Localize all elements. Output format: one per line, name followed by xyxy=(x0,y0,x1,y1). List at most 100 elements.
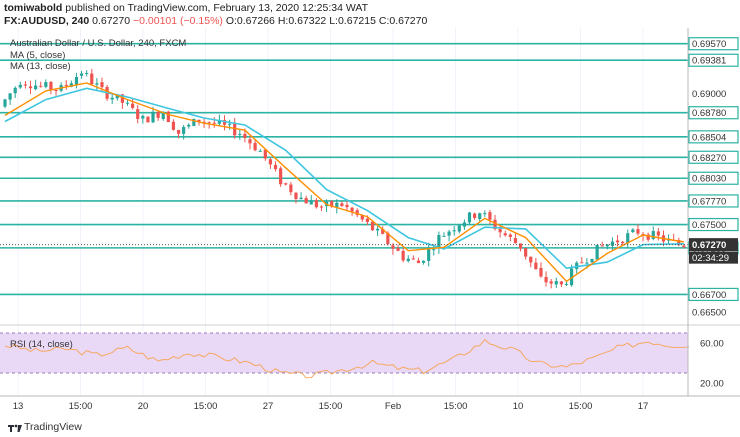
candle-body xyxy=(406,258,410,262)
last-price-tag xyxy=(689,238,738,252)
price-tick-label: 0.67770 xyxy=(692,196,726,207)
candle-body xyxy=(64,84,68,86)
open-value: 0.67266 xyxy=(236,15,275,27)
candle-body xyxy=(386,232,390,245)
candle-body xyxy=(564,283,569,285)
candle-body xyxy=(156,111,160,118)
candle-body xyxy=(243,133,247,138)
candle-body xyxy=(360,214,364,220)
candle-body xyxy=(289,184,293,193)
candle-body xyxy=(28,86,33,89)
time-tick-label: 27 xyxy=(263,401,274,412)
price-tag-box xyxy=(688,171,739,185)
price-tag-box xyxy=(688,194,739,208)
time-tick-label: 15:00 xyxy=(69,401,93,412)
chart-header: tomiwabold published on TradingView.com,… xyxy=(0,0,740,28)
time-axis[interactable]: 13 15:00 20 15:00 27 15:00 Feb 15:00 10 15:00 17 xyxy=(13,401,649,412)
author-name[interactable]: tomiwabold xyxy=(4,2,63,14)
candle-body xyxy=(447,231,451,236)
candle-body xyxy=(370,221,375,231)
horizontal-levels xyxy=(0,42,688,296)
candle-body xyxy=(304,198,308,204)
candle-body xyxy=(580,262,584,264)
candle-body xyxy=(350,207,354,212)
candle-body xyxy=(396,247,400,251)
candle-body xyxy=(90,73,94,85)
price-tag-box xyxy=(688,150,739,164)
time-tick-label: 15:00 xyxy=(319,401,343,412)
ma13-line xyxy=(4,87,684,270)
candle-body xyxy=(554,281,558,285)
candle-body xyxy=(279,168,283,185)
candle-body xyxy=(585,262,589,264)
legend-title: Australian Dollar / U.S. Dollar, 240, FX… xyxy=(10,38,187,49)
rsi-band xyxy=(0,333,688,373)
candle-body xyxy=(610,241,615,246)
candle-body xyxy=(263,149,267,159)
candle-body xyxy=(39,85,43,87)
publish-text: published on TradingView.com, February 1… xyxy=(62,2,368,14)
candle-body xyxy=(421,260,426,263)
candle-body xyxy=(355,210,359,216)
countdown-value: 02:34:29 xyxy=(692,253,729,264)
candle-body xyxy=(192,119,196,126)
candle-body xyxy=(539,267,543,277)
candle-body xyxy=(473,213,477,219)
price-tag-box xyxy=(688,106,739,120)
tradingview-logo-text[interactable]: TradingView xyxy=(24,421,82,433)
candle-body xyxy=(615,240,620,243)
candle-body xyxy=(227,123,232,125)
time-tick-label: 17 xyxy=(638,401,649,412)
candle-body xyxy=(258,150,262,152)
time-tick-label: 15:00 xyxy=(444,401,468,412)
candle-body xyxy=(416,260,421,264)
price-axis[interactable]: 0.69570 0.69381 0.69000 0.68780 0.68504 0.682… xyxy=(688,37,739,319)
chart-canvas[interactable]: 0.69570 0.69381 0.69000 0.68780 0.68504 0.682… xyxy=(0,28,740,418)
rsi-line xyxy=(4,338,690,379)
price-tick-label: 0.69570 xyxy=(692,39,726,50)
rsi-tick-label: 20.00 xyxy=(700,379,724,390)
candle-body xyxy=(437,235,441,249)
legend-ma5: MA (5, close) xyxy=(10,50,66,61)
candle-body xyxy=(493,219,497,230)
rsi-axis[interactable]: 60.00 20.00 xyxy=(700,339,724,390)
change-label: −0.00101 (−0.15%) xyxy=(133,15,223,27)
candle-body xyxy=(656,231,660,236)
symbol-label: FX:AUDUSD, 240 xyxy=(4,15,90,27)
candle-body xyxy=(330,200,334,207)
candle-body xyxy=(120,94,125,103)
candle-body xyxy=(621,241,625,244)
price-tick-label: 0.67500 xyxy=(692,220,726,231)
candle-body xyxy=(151,111,155,123)
candle-body xyxy=(549,281,553,284)
candle-body xyxy=(478,213,482,220)
price-tick-label: 0.68030 xyxy=(692,174,726,185)
candle-body xyxy=(442,235,446,237)
tradingview-logo-icon xyxy=(8,424,22,432)
candle-body xyxy=(605,244,609,247)
price-tick-label: 0.68780 xyxy=(692,108,726,119)
candle-body xyxy=(34,85,38,90)
candle-body xyxy=(340,203,344,206)
candle-body xyxy=(534,262,538,270)
last-price-value: 0.67270 xyxy=(692,240,726,251)
candle-body xyxy=(498,228,502,233)
candle-body xyxy=(626,233,630,244)
candle-body xyxy=(44,82,48,87)
candle-body xyxy=(595,244,599,260)
candle-body xyxy=(590,258,594,263)
candle-body xyxy=(391,245,395,249)
candle-body xyxy=(13,87,17,94)
candle-body xyxy=(110,97,114,100)
legend-rsi: RSI (14, close) xyxy=(10,339,73,350)
time-tick-label: 15:00 xyxy=(569,401,593,412)
candle-body xyxy=(176,129,181,134)
time-tick-label: 13 xyxy=(13,401,24,412)
publish-info: tomiwabold published on TradingView.com,… xyxy=(4,2,368,14)
legend-ma13: MA (13, close) xyxy=(10,61,71,72)
candle-body xyxy=(376,228,380,231)
price-tick-label: 0.66500 xyxy=(692,307,726,318)
candle-body xyxy=(677,239,681,246)
candle-body xyxy=(268,159,273,165)
candle-body xyxy=(212,122,216,124)
